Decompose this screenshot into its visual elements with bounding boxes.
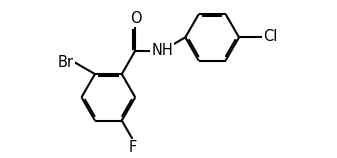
Text: Cl: Cl bbox=[263, 29, 278, 44]
Text: O: O bbox=[130, 11, 142, 26]
Text: NH: NH bbox=[151, 43, 173, 58]
Text: F: F bbox=[128, 140, 136, 155]
Text: Br: Br bbox=[58, 55, 74, 70]
